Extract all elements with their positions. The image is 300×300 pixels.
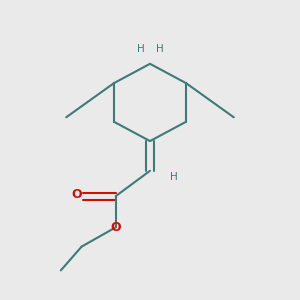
Text: H: H bbox=[170, 172, 178, 182]
Text: O: O bbox=[111, 221, 122, 234]
Text: H: H bbox=[156, 44, 164, 54]
Text: H: H bbox=[136, 44, 144, 54]
Text: O: O bbox=[72, 188, 83, 201]
